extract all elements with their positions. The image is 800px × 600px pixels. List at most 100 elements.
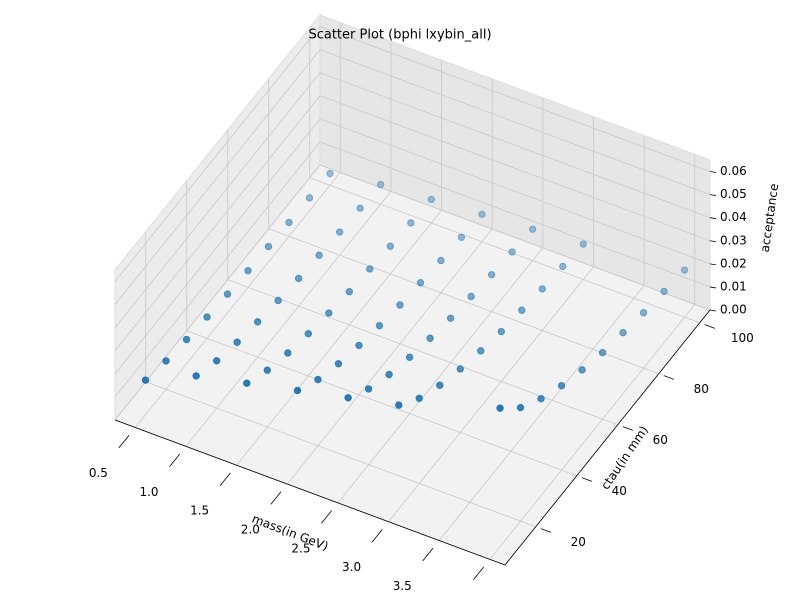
grid-line [268, 228, 659, 375]
point [203, 313, 211, 321]
point [538, 285, 546, 293]
point [427, 195, 436, 204]
point [660, 287, 668, 296]
z-tick-label: 0.01 [720, 279, 747, 293]
tick-mark [581, 477, 593, 482]
grid-line [186, 330, 577, 477]
z-tick-label: 0.06 [720, 164, 747, 178]
point [456, 365, 464, 373]
y-tick-label: 60 [653, 433, 668, 447]
x-tick-label: 0.5 [89, 466, 108, 480]
grid-line [286, 228, 493, 485]
grid-line [134, 172, 341, 428]
x-tick-label: 2.5 [291, 541, 310, 555]
grid-line [114, 49, 321, 305]
point [396, 301, 404, 309]
grid-line [319, 141, 711, 288]
y-tick-label: 20 [571, 535, 586, 549]
point [264, 242, 273, 251]
point [457, 233, 466, 241]
point [578, 366, 586, 374]
tick-mark [709, 309, 717, 312]
grid-line [236, 209, 442, 466]
point [223, 290, 232, 298]
point [426, 334, 434, 342]
tick-mark [709, 286, 717, 289]
grid-line [438, 285, 645, 541]
point [478, 210, 486, 219]
grid-line [319, 49, 711, 195]
point [212, 357, 221, 365]
point [375, 321, 384, 330]
grid-line [319, 72, 711, 219]
point [598, 348, 607, 357]
point [680, 266, 689, 274]
point [385, 370, 393, 379]
point [386, 242, 395, 250]
tick-mark [270, 491, 282, 505]
x-tick-label: 3.5 [393, 579, 412, 593]
point [305, 194, 314, 202]
point [335, 228, 344, 236]
z-tick-label: 0.02 [720, 256, 747, 270]
tick-mark [169, 453, 181, 468]
y-tick-label: 100 [731, 331, 754, 345]
x-tick-label: 1.0 [139, 485, 158, 499]
point [446, 314, 455, 322]
point [356, 204, 364, 212]
point [559, 262, 567, 271]
point [416, 279, 425, 287]
point [467, 292, 475, 301]
grid-line [114, 72, 321, 328]
point [243, 379, 251, 387]
point [537, 394, 545, 403]
x-axis [114, 419, 506, 566]
z-tick-label: 0.03 [720, 233, 747, 247]
point [496, 404, 504, 412]
tick-mark [709, 217, 717, 220]
point [579, 240, 587, 248]
point [345, 288, 354, 296]
point [508, 248, 516, 256]
point [487, 270, 496, 279]
point [314, 375, 322, 384]
tick-mark [422, 547, 434, 562]
grid-line [319, 95, 711, 242]
point [366, 265, 374, 273]
tick-mark [540, 528, 552, 533]
point [304, 330, 313, 338]
x-tick-label: 2.0 [241, 522, 260, 536]
grid-line [319, 26, 711, 172]
grid-line [337, 247, 544, 504]
point [557, 381, 566, 390]
grid-line [114, 141, 321, 398]
x-tick-label: 3.0 [342, 560, 361, 574]
y-axis [504, 309, 711, 566]
point [518, 306, 526, 314]
tick-mark [118, 434, 130, 449]
z-tick-label: 0.00 [720, 303, 747, 317]
point [364, 385, 373, 393]
point [182, 335, 191, 344]
point [477, 347, 485, 355]
point [315, 251, 323, 259]
grid-line [114, 95, 321, 352]
tick-mark [709, 240, 717, 243]
y-tick-label: 80 [694, 382, 709, 396]
point [334, 360, 343, 368]
chart-title: Scatter Plot (bphi lxybin_all) [308, 28, 491, 43]
tick-mark [663, 375, 675, 380]
point [326, 169, 334, 178]
tick-mark [704, 324, 716, 329]
grid-line [309, 177, 700, 324]
point [233, 338, 241, 346]
point [344, 394, 352, 402]
point [639, 309, 648, 317]
grid-line [145, 381, 536, 528]
x-axis-label: mass(in GeV) [250, 512, 330, 554]
point [274, 296, 282, 305]
point [192, 372, 200, 380]
tick-mark [321, 510, 333, 524]
point [355, 341, 363, 350]
